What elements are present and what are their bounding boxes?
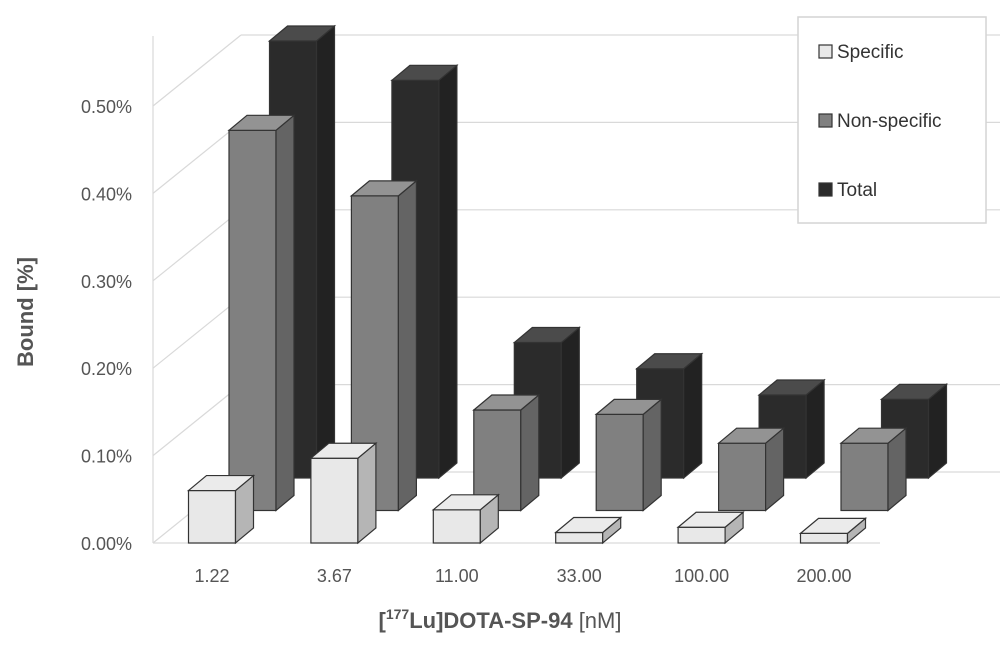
legend-item-non-specific: Non-specific xyxy=(818,111,942,132)
x-tick-label: 3.67 xyxy=(317,566,352,586)
left-wall-gridline xyxy=(152,209,242,282)
x-tick-label: 200.00 xyxy=(796,566,851,586)
bar-non-specific-2 xyxy=(472,393,541,512)
legend-label: Total xyxy=(837,180,877,201)
left-wall-gridline xyxy=(152,384,242,457)
y-tick-label: 0.10% xyxy=(81,447,132,467)
bar-specific-3 xyxy=(554,516,623,545)
x-axis-label: [177Lu]DOTA-SP-94 [nM] xyxy=(379,606,622,633)
bar-non-specific-3 xyxy=(594,398,663,512)
legend-swatch xyxy=(818,44,833,59)
x-tick-label: 33.00 xyxy=(557,566,602,586)
legend-item-total: Total xyxy=(818,180,877,201)
bar-specific-5 xyxy=(798,517,868,545)
left-wall-gridline xyxy=(152,34,242,107)
y-tick-label: 0.40% xyxy=(81,184,132,204)
legend-label: Non-specific xyxy=(837,111,942,132)
bar-specific-4 xyxy=(676,510,745,545)
legend-swatch xyxy=(818,182,833,197)
legend-item-specific: Specific xyxy=(818,42,904,63)
y-tick-label: 0.30% xyxy=(81,272,132,292)
y-axis-label: Bound [%] xyxy=(13,257,38,367)
x-tick-label: 100.00 xyxy=(674,566,729,586)
legend-swatch xyxy=(818,113,833,128)
bar-specific-0 xyxy=(186,474,256,545)
bar-non-specific-4 xyxy=(716,426,786,512)
y-tick-label: 0.50% xyxy=(81,97,132,117)
legend: Specific Non-specific Total xyxy=(797,16,987,224)
x-axis-ticks: 1.22 3.67 11.00 33.00 100.00 200.00 xyxy=(194,566,851,586)
y-axis-ticks: 0.00% 0.10% 0.20% 0.30% 0.40% 0.50% xyxy=(81,97,132,554)
y-tick-label: 0.20% xyxy=(81,359,132,379)
y-tick-label: 0.00% xyxy=(81,534,132,554)
x-tick-label: 11.00 xyxy=(435,566,479,586)
bar-specific-1 xyxy=(309,441,378,545)
legend-label: Specific xyxy=(837,42,904,63)
bar-specific-2 xyxy=(431,493,500,545)
left-wall-gridline xyxy=(152,296,242,369)
left-wall-gridline xyxy=(152,121,242,194)
bar-non-specific-0 xyxy=(227,114,296,512)
bars xyxy=(186,24,949,545)
x-tick-label: 1.22 xyxy=(194,566,229,586)
bar-non-specific-5 xyxy=(839,426,908,512)
